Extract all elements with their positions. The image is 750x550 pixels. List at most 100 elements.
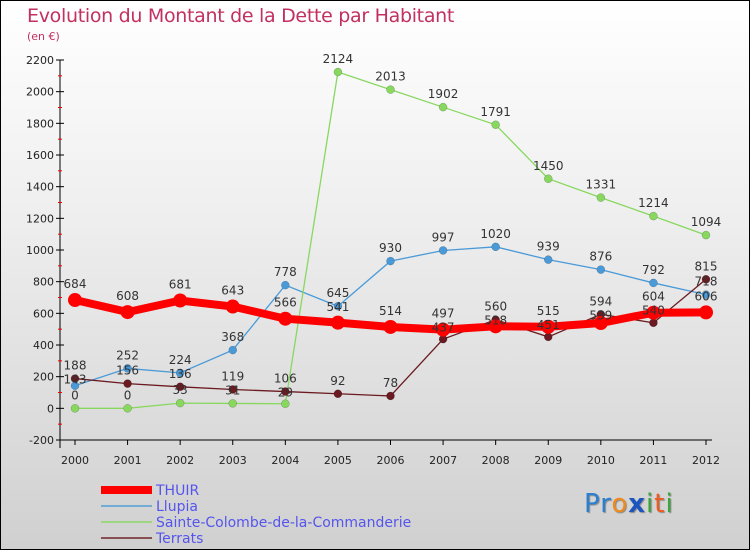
data-point bbox=[123, 379, 132, 388]
data-point bbox=[596, 193, 606, 202]
data-point bbox=[281, 280, 290, 290]
data-label: 560 bbox=[484, 300, 507, 314]
data-point bbox=[120, 305, 135, 320]
y-tick-label: 1600 bbox=[26, 149, 54, 162]
data-label: 0 bbox=[124, 388, 132, 402]
data-point bbox=[649, 278, 658, 288]
chart-subtitle: (en €) bbox=[27, 30, 60, 43]
y-tick-label: 1800 bbox=[26, 117, 54, 130]
data-label: 1094 bbox=[691, 215, 722, 229]
data-label: 1902 bbox=[428, 87, 459, 101]
data-point bbox=[333, 389, 343, 399]
data-point bbox=[386, 85, 395, 94]
data-point bbox=[438, 246, 448, 255]
data-point bbox=[488, 319, 503, 334]
x-tick-label: 2007 bbox=[429, 454, 457, 467]
data-point bbox=[228, 399, 237, 408]
y-tick-label: 2200 bbox=[26, 54, 54, 67]
data-label: 188 bbox=[64, 359, 87, 373]
data-label: 451 bbox=[537, 318, 560, 332]
data-label: 106 bbox=[274, 372, 297, 386]
data-label: 33 bbox=[173, 383, 188, 397]
x-tick-label: 2011 bbox=[639, 454, 667, 467]
chart-title: Evolution du Montant de la Dette par Hab… bbox=[27, 5, 455, 27]
data-label: 29 bbox=[278, 386, 293, 400]
data-point bbox=[649, 318, 658, 328]
data-label: 224 bbox=[169, 353, 192, 367]
y-tick-label: 200 bbox=[33, 371, 54, 384]
data-label: 604 bbox=[642, 290, 665, 304]
data-point bbox=[278, 311, 293, 326]
legend-label: THUIR bbox=[155, 483, 199, 499]
x-tick-label: 2005 bbox=[324, 454, 352, 467]
data-point bbox=[386, 391, 395, 401]
data-label: 136 bbox=[169, 367, 192, 381]
x-tick-label: 2002 bbox=[166, 454, 194, 467]
data-point bbox=[491, 120, 500, 130]
x-tick-label: 2003 bbox=[219, 454, 247, 467]
data-point bbox=[701, 275, 711, 284]
data-label: 1214 bbox=[638, 196, 669, 210]
data-label: 1450 bbox=[533, 159, 564, 173]
data-label: 684 bbox=[64, 277, 87, 291]
data-point bbox=[596, 265, 606, 274]
data-label: 608 bbox=[116, 289, 139, 303]
data-label: 78 bbox=[383, 376, 398, 390]
data-point bbox=[70, 404, 80, 413]
data-point bbox=[228, 385, 237, 394]
data-point bbox=[593, 315, 608, 330]
data-label: 939 bbox=[537, 240, 560, 254]
data-point bbox=[701, 290, 711, 299]
data-label: 31 bbox=[225, 383, 240, 397]
data-label: 1331 bbox=[586, 178, 617, 192]
data-label: 1791 bbox=[480, 105, 511, 119]
data-label: 252 bbox=[116, 348, 139, 362]
data-label: 143 bbox=[64, 373, 87, 387]
data-label: 92 bbox=[330, 374, 345, 388]
data-label: 778 bbox=[274, 265, 297, 279]
data-point bbox=[70, 374, 80, 383]
data-point bbox=[330, 315, 345, 330]
data-point bbox=[281, 387, 290, 396]
data-point bbox=[646, 305, 661, 320]
data-label: 2124 bbox=[323, 52, 354, 66]
data-label: 539 bbox=[589, 308, 612, 322]
data-point bbox=[173, 293, 188, 308]
data-point bbox=[175, 398, 185, 408]
data-label: 566 bbox=[274, 296, 297, 310]
data-label: 437 bbox=[432, 321, 455, 335]
data-label: 643 bbox=[221, 284, 244, 298]
x-tick-label: 2000 bbox=[61, 454, 89, 467]
data-label: 815 bbox=[695, 259, 718, 273]
data-point bbox=[544, 255, 553, 264]
data-label: 594 bbox=[589, 294, 612, 308]
data-point bbox=[333, 67, 343, 77]
data-label: 645 bbox=[326, 286, 349, 300]
y-tick-label: 0 bbox=[47, 402, 54, 415]
data-label: 368 bbox=[221, 330, 244, 344]
data-point bbox=[544, 332, 553, 342]
y-tick-label: 800 bbox=[33, 276, 54, 289]
data-label: 792 bbox=[642, 263, 665, 277]
data-point bbox=[386, 256, 395, 266]
data-point bbox=[383, 319, 398, 334]
y-tick-label: 600 bbox=[33, 307, 54, 320]
data-point bbox=[699, 305, 713, 320]
data-label: 681 bbox=[169, 278, 192, 292]
data-point bbox=[544, 174, 553, 183]
data-point bbox=[701, 230, 711, 240]
x-tick-label: 2012 bbox=[692, 454, 720, 467]
data-point bbox=[333, 301, 343, 311]
data-label: 997 bbox=[432, 230, 455, 244]
data-point bbox=[225, 299, 240, 314]
data-point bbox=[541, 319, 556, 334]
x-tick-label: 2006 bbox=[377, 454, 405, 467]
data-label: 930 bbox=[379, 241, 402, 255]
y-tick-label: 2000 bbox=[26, 86, 54, 99]
data-point bbox=[175, 382, 185, 392]
y-tick-label: 400 bbox=[33, 339, 54, 352]
data-point bbox=[491, 242, 500, 252]
data-point bbox=[649, 211, 658, 221]
